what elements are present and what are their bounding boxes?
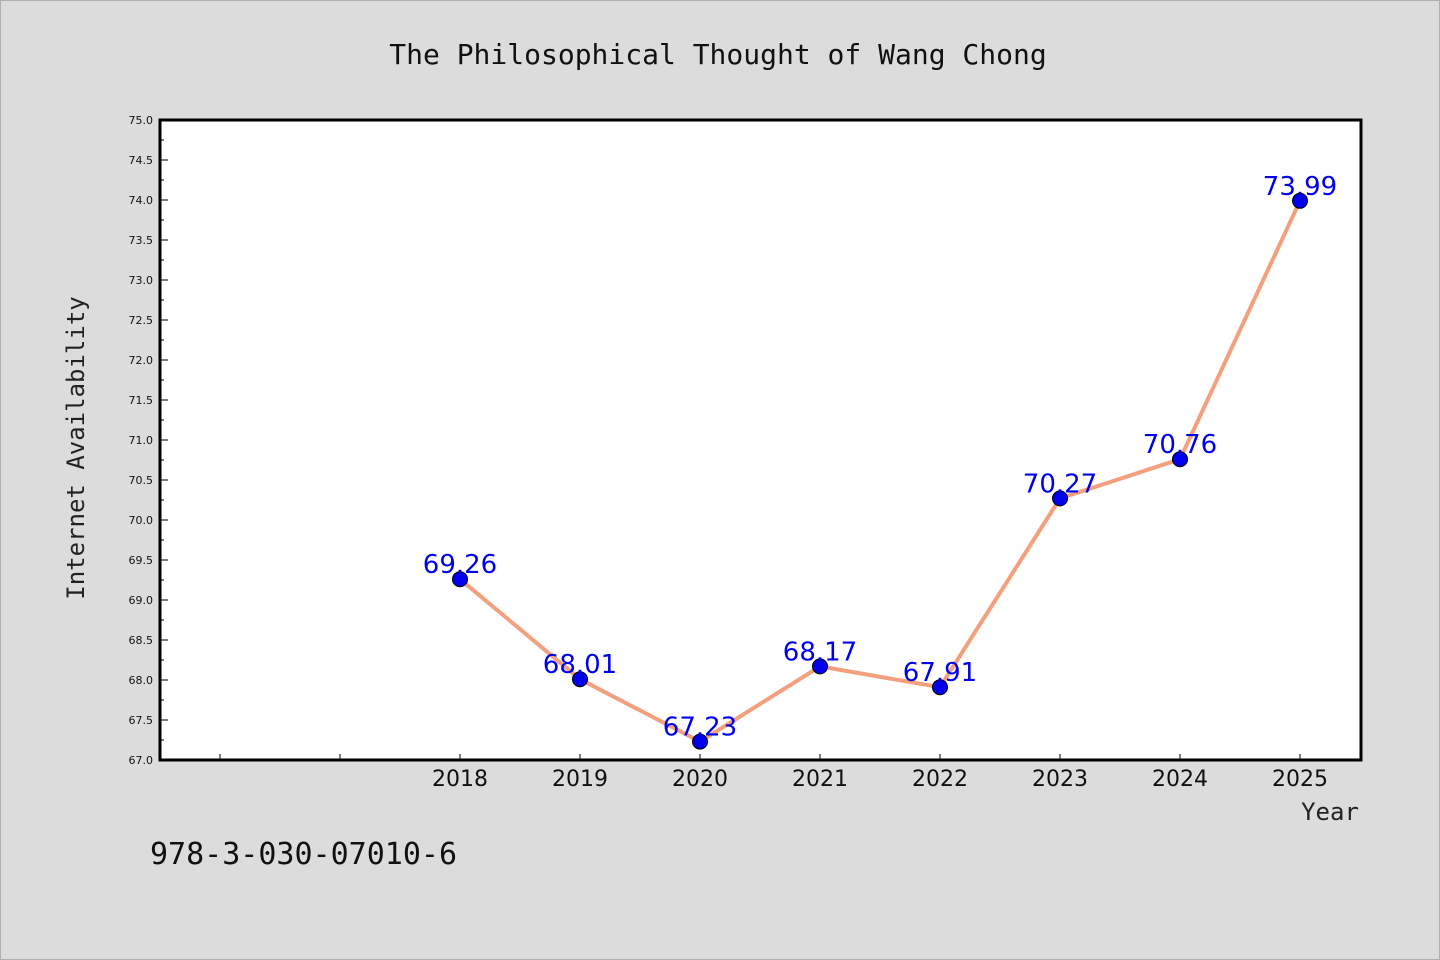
data-label: 69.26 xyxy=(423,550,497,580)
isbn-text: 978-3-030-07010-6 xyxy=(150,837,457,872)
data-point xyxy=(1172,451,1188,468)
y-tick-label: 68.0 xyxy=(129,674,154,687)
data-label: 67.23 xyxy=(663,713,737,743)
y-tick-label: 68.5 xyxy=(129,634,154,647)
y-tick-label: 67.5 xyxy=(129,714,154,727)
x-tick-label: 2025 xyxy=(1272,767,1328,792)
data-point xyxy=(812,658,828,675)
data-point xyxy=(932,679,948,696)
data-point xyxy=(452,571,468,588)
y-tick-label: 69.5 xyxy=(129,554,154,567)
y-tick-label: 69.0 xyxy=(129,594,154,607)
y-axis-label: Internet Availability xyxy=(62,296,90,599)
x-axis-label: Year xyxy=(1301,798,1359,826)
y-tick-label: 71.0 xyxy=(129,434,154,447)
y-tick-label: 72.5 xyxy=(129,314,154,327)
x-tick-label: 2019 xyxy=(552,767,608,792)
x-tick-label: 2023 xyxy=(1032,767,1088,792)
x-tick-label: 2018 xyxy=(432,767,488,792)
x-tick-label: 2022 xyxy=(912,767,968,792)
y-tick-label: 73.5 xyxy=(129,234,154,247)
y-tick-label: 75.0 xyxy=(129,114,154,127)
y-tick-label: 74.0 xyxy=(129,194,154,207)
data-point xyxy=(1052,490,1068,507)
y-tick-label: 70.0 xyxy=(129,514,154,527)
chart-title: The Philosophical Thought of Wang Chong xyxy=(389,38,1046,71)
y-tick-label: 70.5 xyxy=(129,474,154,487)
data-label: 70.27 xyxy=(1023,469,1097,499)
y-tick-label: 74.5 xyxy=(129,154,154,167)
series-line xyxy=(458,198,1302,744)
y-axis: 67.0 67.5 68.0 68.5 69.0 69.5 70.0 70.5 71.0 71.5… xyxy=(129,114,168,767)
data-label: 68.01 xyxy=(543,650,617,680)
x-axis: 2018 2019 2020 2021 2022 2023 2024 2025 xyxy=(219,754,1328,792)
data-label: 67.91 xyxy=(903,658,977,688)
data-point xyxy=(692,733,708,750)
x-tick-label: 2020 xyxy=(672,767,728,792)
y-tick-label: 71.5 xyxy=(129,394,154,407)
y-tick-label: 72.0 xyxy=(129,354,154,367)
y-tick-label: 67.0 xyxy=(129,754,154,767)
plot-area xyxy=(158,118,1363,762)
data-label: 70.76 xyxy=(1143,430,1217,460)
y-tick-label: 73.0 xyxy=(129,274,154,287)
x-tick-label: 2024 xyxy=(1152,767,1208,792)
x-tick-label: 2021 xyxy=(792,767,848,792)
data-point xyxy=(572,671,588,688)
series: 69.26 68.01 67.23 68.17 67.91 70.27 70.76 73.99 xyxy=(423,172,1337,750)
data-point xyxy=(1292,192,1308,209)
data-label: 73.99 xyxy=(1263,172,1337,202)
data-label: 68.17 xyxy=(783,637,857,667)
